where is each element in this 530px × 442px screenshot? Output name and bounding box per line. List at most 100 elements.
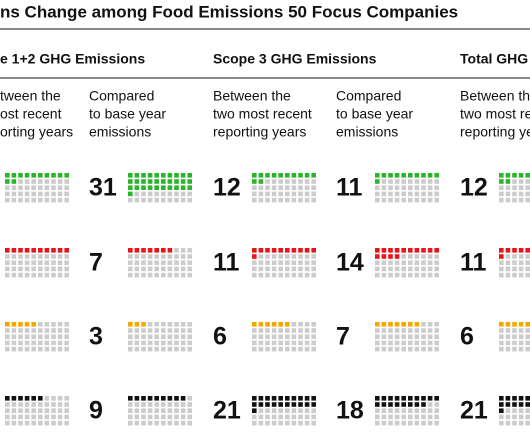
empty-dot bbox=[147, 340, 153, 346]
filled-dot bbox=[394, 402, 400, 407]
empty-dot bbox=[187, 254, 192, 259]
empty-dot bbox=[134, 340, 140, 346]
filled-dot bbox=[154, 185, 159, 190]
dot-grid bbox=[128, 322, 192, 352]
empty-dot bbox=[5, 266, 10, 272]
empty-dot bbox=[51, 402, 56, 407]
empty-dot bbox=[285, 260, 290, 265]
empty-dot bbox=[518, 179, 524, 184]
empty-dot bbox=[38, 191, 43, 197]
empty-dot bbox=[408, 340, 413, 346]
empty-dot bbox=[388, 179, 393, 184]
filled-dot bbox=[512, 402, 517, 407]
empty-dot bbox=[414, 420, 420, 426]
empty-dot bbox=[311, 179, 316, 184]
filled-dot bbox=[128, 185, 133, 190]
empty-dot bbox=[174, 254, 179, 259]
empty-dot bbox=[24, 260, 30, 265]
empty-dot bbox=[427, 346, 433, 352]
empty-dot bbox=[408, 346, 413, 352]
filled-dot bbox=[499, 408, 504, 413]
dot-grid bbox=[375, 173, 439, 203]
empty-dot bbox=[174, 408, 179, 413]
title: ns Change among Food Emissions 50 Focus … bbox=[0, 2, 458, 21]
filled-dot bbox=[161, 396, 166, 401]
column-header: Compared bbox=[89, 88, 154, 104]
empty-dot bbox=[252, 340, 257, 346]
filled-dot bbox=[401, 396, 406, 401]
filled-dot bbox=[298, 402, 303, 407]
empty-dot bbox=[180, 191, 186, 197]
empty-dot bbox=[51, 266, 56, 272]
empty-dot bbox=[388, 197, 393, 203]
empty-dot bbox=[375, 191, 380, 197]
empty-dot bbox=[5, 254, 10, 259]
empty-dot bbox=[18, 254, 23, 259]
empty-dot bbox=[147, 266, 153, 272]
filled-dot bbox=[11, 396, 17, 401]
filled-dot bbox=[265, 248, 270, 253]
empty-dot bbox=[512, 334, 517, 339]
dot-grid bbox=[128, 248, 192, 278]
empty-dot bbox=[64, 420, 69, 426]
filled-dot bbox=[252, 179, 257, 184]
empty-dot bbox=[24, 402, 30, 407]
empty-dot bbox=[180, 266, 186, 272]
filled-dot bbox=[421, 248, 426, 253]
empty-dot bbox=[271, 191, 277, 197]
empty-dot bbox=[525, 414, 530, 420]
empty-dot bbox=[285, 191, 290, 197]
empty-dot bbox=[518, 346, 524, 352]
empty-dot bbox=[64, 396, 69, 401]
empty-dot bbox=[421, 254, 426, 259]
empty-dot bbox=[518, 197, 524, 203]
empty-dot bbox=[408, 272, 413, 278]
filled-dot bbox=[161, 248, 166, 253]
empty-dot bbox=[11, 260, 17, 265]
filled-dot bbox=[499, 254, 504, 259]
empty-dot bbox=[31, 346, 36, 352]
empty-dot bbox=[265, 340, 270, 346]
empty-dot bbox=[180, 328, 186, 333]
filled-dot bbox=[375, 402, 380, 407]
filled-dot bbox=[134, 396, 140, 401]
empty-dot bbox=[512, 260, 517, 265]
filled-dot bbox=[512, 248, 517, 253]
empty-dot bbox=[421, 185, 426, 190]
empty-dot bbox=[57, 191, 63, 197]
empty-dot bbox=[44, 254, 50, 259]
empty-dot bbox=[147, 254, 153, 259]
empty-dot bbox=[421, 420, 426, 426]
empty-dot bbox=[401, 334, 406, 339]
empty-dot bbox=[298, 191, 303, 197]
empty-dot bbox=[147, 346, 153, 352]
empty-dot bbox=[278, 408, 283, 413]
empty-dot bbox=[512, 266, 517, 272]
empty-dot bbox=[38, 328, 43, 333]
filled-dot bbox=[427, 173, 433, 178]
empty-dot bbox=[401, 179, 406, 184]
empty-dot bbox=[512, 328, 517, 333]
empty-dot bbox=[271, 334, 277, 339]
empty-dot bbox=[381, 197, 387, 203]
empty-dot bbox=[258, 340, 264, 346]
empty-dot bbox=[381, 328, 387, 333]
empty-dot bbox=[375, 197, 380, 203]
empty-dot bbox=[167, 191, 173, 197]
filled-dot bbox=[421, 402, 426, 407]
filled-dot bbox=[128, 396, 133, 401]
empty-dot bbox=[298, 420, 303, 426]
empty-dot bbox=[304, 328, 310, 333]
empty-dot bbox=[57, 408, 63, 413]
dot-grid bbox=[5, 173, 69, 203]
empty-dot bbox=[381, 346, 387, 352]
empty-dot bbox=[505, 260, 511, 265]
empty-dot bbox=[375, 346, 380, 352]
dot-grid bbox=[5, 248, 69, 278]
empty-dot bbox=[271, 197, 277, 203]
filled-dot bbox=[167, 185, 173, 190]
empty-dot bbox=[51, 328, 56, 333]
empty-dot bbox=[285, 185, 290, 190]
filled-dot bbox=[499, 402, 504, 407]
filled-dot bbox=[51, 173, 56, 178]
